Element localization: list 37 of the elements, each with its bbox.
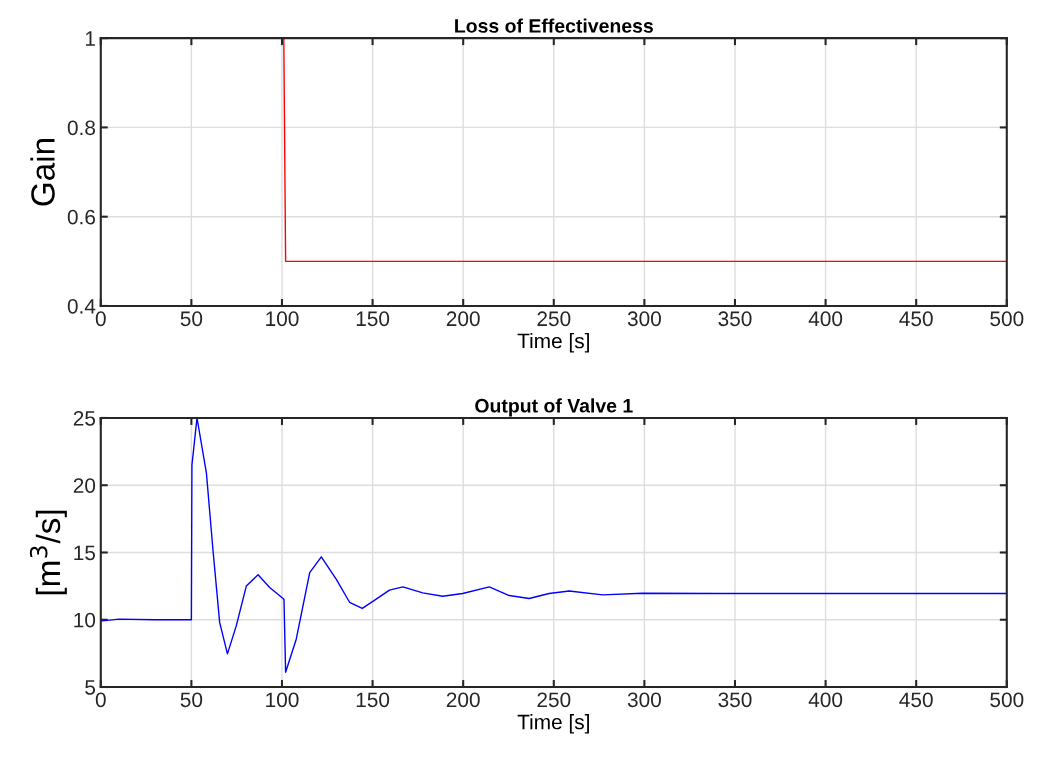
- x-tick-label: 50: [180, 311, 203, 327]
- x-tick-label: 200: [446, 311, 480, 327]
- x-tick-label: 400: [808, 311, 843, 327]
- x-tick-label: 350: [718, 311, 752, 327]
- x-tick-label: 100: [266, 311, 299, 327]
- y-tick-label: 10: [74, 612, 96, 628]
- y-tick-label: 0.8: [67, 120, 96, 136]
- x-tick-label: 500: [990, 311, 1024, 327]
- x-tick-label: 0: [95, 692, 106, 708]
- x-tick-label: 450: [899, 311, 933, 327]
- x-tick-label: 200: [446, 692, 480, 708]
- x-axis-title: Time [s]: [517, 333, 589, 353]
- x-tick-label: 250: [537, 311, 571, 327]
- x-tick-label: 100: [266, 692, 299, 708]
- x-tick-label: 500: [990, 692, 1024, 708]
- y-tick-label: 5: [85, 680, 96, 695]
- chart-title: Output of Valve 1: [475, 398, 633, 417]
- y-axis-title: [m$^{3}$/s]: [29, 510, 67, 595]
- chart-title: Loss of Effectiveness: [455, 18, 653, 33]
- x-tick-label: 150: [356, 311, 390, 327]
- y-axis-title: Gain: [30, 139, 55, 206]
- y-tick-label: 1: [85, 31, 95, 46]
- y-tick-label: 25: [73, 410, 96, 426]
- y-tick-label: 15: [74, 545, 96, 561]
- y-tick-label: 0.6: [67, 209, 96, 225]
- x-tick-label: 150: [356, 692, 390, 708]
- x-tick-label: 300: [627, 311, 661, 327]
- x-axis-title: Time [s]: [517, 714, 589, 734]
- x-tick-label: 350: [718, 692, 752, 708]
- x-tick-label: 0: [95, 311, 106, 327]
- x-tick-label: 300: [627, 692, 661, 708]
- x-tick-label: 450: [899, 692, 933, 708]
- x-tick-label: 50: [180, 692, 203, 708]
- x-tick-label: 400: [808, 692, 843, 708]
- x-tick-label: 250: [537, 692, 571, 708]
- y-tick-label: 20: [73, 478, 96, 493]
- y-tick-label: 0.4: [67, 298, 96, 314]
